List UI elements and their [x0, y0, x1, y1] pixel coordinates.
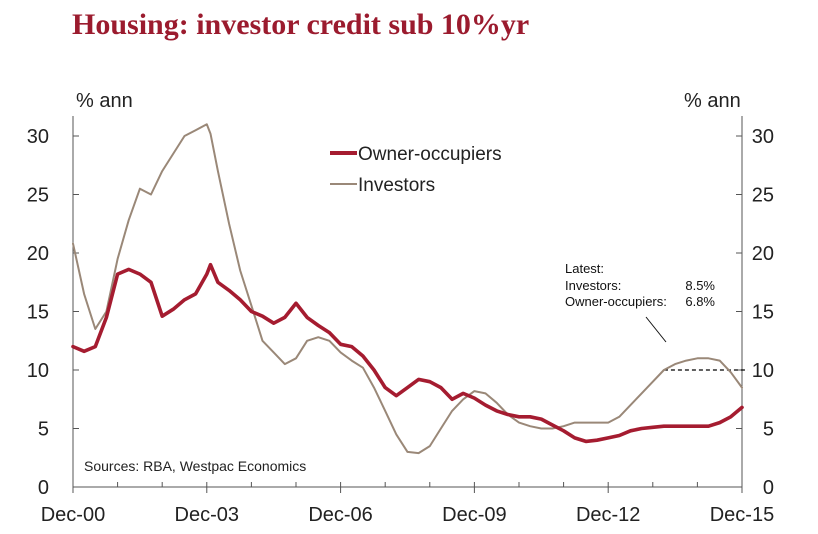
- x-tick-label: Dec-03: [175, 504, 239, 526]
- y-tick-label-right: 5: [763, 419, 774, 441]
- x-tick-label: Dec-15: [710, 504, 774, 526]
- y-tick-label-left: 25: [27, 185, 49, 207]
- y-tick-label-left: 15: [27, 302, 49, 324]
- y-tick-label-right: 0: [763, 477, 774, 499]
- right-unit-label: % ann: [684, 90, 741, 112]
- tick-labels: 0 0 5 5 10 10 15 15 20 20 25 25 30 30 Dec-00 Dec-03 Dec-…: [27, 126, 774, 526]
- y-tick-label-left: 30: [27, 126, 49, 148]
- legend: Owner-occupiers Investors: [330, 144, 502, 196]
- annotation-investors-label: Investors:: [565, 278, 621, 293]
- annotation-pointer: [645, 316, 667, 343]
- legend-label-owner-occupiers: Owner-occupiers: [358, 144, 502, 165]
- annotation-heading: Latest:: [565, 261, 604, 276]
- y-tick-label-left: 10: [27, 360, 49, 382]
- y-tick-label-right: 15: [752, 302, 774, 324]
- y-tick-label-right: 20: [752, 243, 774, 265]
- y-tick-label-right: 10: [752, 360, 774, 382]
- y-tick-label-left: 0: [38, 477, 49, 499]
- y-tick-label-left: 5: [38, 419, 49, 441]
- y-tick-label-right: 30: [752, 126, 774, 148]
- y-tick-label-left: 20: [27, 243, 49, 265]
- axes: [72, 116, 743, 493]
- left-unit-label: % ann: [76, 90, 133, 112]
- x-tick-label: Dec-00: [41, 504, 105, 526]
- latest-annotation: Latest: Investors: 8.5% Owner-occupiers:…: [565, 261, 715, 343]
- series-line-owner-occupiers: [71, 262, 744, 444]
- annotation-investors-value: 8.5%: [685, 278, 715, 293]
- series-line-investors: [72, 123, 743, 455]
- x-tick-label: Dec-09: [442, 504, 506, 526]
- source-note: Sources: RBA, Westpac Economics: [84, 458, 306, 474]
- annotation-owner-occupiers-value: 6.8%: [685, 294, 715, 309]
- series-lines: [71, 123, 748, 455]
- annotation-owner-occupiers-label: Owner-occupiers:: [565, 294, 667, 309]
- legend-label-investors: Investors: [358, 175, 435, 196]
- y-tick-label-right: 25: [752, 185, 774, 207]
- x-tick-label: Dec-06: [308, 504, 372, 526]
- x-tick-label: Dec-12: [576, 504, 640, 526]
- chart-title: Housing: investor credit sub 10%yr: [72, 8, 530, 41]
